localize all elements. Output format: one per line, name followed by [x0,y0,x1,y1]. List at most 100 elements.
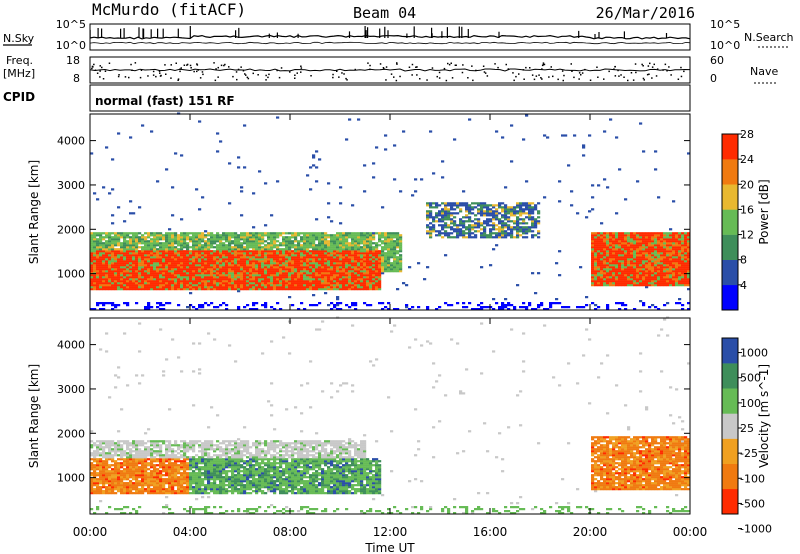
heatmap-cell [141,246,145,249]
heatmap-cell [315,236,319,239]
heatmap-cell [591,282,595,285]
heatmap-cell [231,270,235,273]
heatmap-cell [378,280,382,283]
heatmap-cell [99,500,103,503]
heatmap-cell [246,276,250,279]
heatmap-cell [663,232,667,235]
heatmap-cell [384,248,388,251]
heatmap-cell [672,234,676,237]
heatmap-cell [201,282,205,285]
heatmap-cell [687,246,691,249]
heatmap-cell [294,260,298,263]
heatmap-cell [669,260,673,263]
nave-dot [653,63,655,66]
heatmap-cell [660,242,664,245]
heatmap-cell [453,228,457,231]
heatmap-cell [579,266,583,269]
heatmap-cell [558,302,562,305]
heatmap-cell [315,150,319,153]
nave-dot [535,75,538,77]
heatmap-cell [561,306,565,309]
heatmap-cell [339,202,343,205]
heatmap-cell [513,236,517,239]
heatmap-cell [114,272,118,275]
heatmap-cell [249,232,253,235]
heatmap-cell [507,234,511,237]
heatmap-cell [99,232,103,235]
heatmap-cell [291,278,295,281]
heatmap-cell [351,254,355,257]
heatmap-cell [105,276,109,279]
heatmap-cell [534,208,538,211]
heatmap-cell [135,244,139,247]
heatmap-cell [228,258,232,261]
heatmap-cell [360,286,364,289]
heatmap-cell [651,304,655,307]
heatmap-cell [366,260,370,263]
heatmap-cell [159,264,163,267]
heatmap-cell [360,254,364,257]
heatmap-cell [108,280,112,283]
heatmap-cell [594,260,598,263]
heatmap-cell [681,254,685,257]
heatmap-cell [168,266,172,269]
heatmap-cell [462,204,466,207]
heatmap-cell [279,308,283,311]
heatmap-cell [522,218,526,221]
heatmap-cell [204,260,208,263]
heatmap-cell [624,256,628,259]
heatmap-cell [126,258,130,261]
nave-dot [438,77,441,79]
heatmap-cell [189,256,193,259]
heatmap-cell [123,302,127,305]
heatmap-cell [159,242,163,245]
heatmap-cell [240,236,244,239]
heatmap-cell [90,508,94,511]
heatmap-cell [306,244,310,247]
heatmap-cell [183,244,187,247]
heatmap-cell [489,264,493,267]
heatmap-cell [630,260,634,263]
heatmap-cell [615,268,619,271]
heatmap-cell [462,220,466,223]
heatmap-cell [657,270,661,273]
heatmap-cell [603,256,607,259]
heatmap-cell [105,258,109,261]
heatmap-cell [171,282,175,285]
heatmap-cell [273,242,277,245]
heatmap-cell [186,232,190,235]
heatmap-cell [282,274,286,277]
heatmap-cell [114,304,118,307]
heatmap-cell [156,244,160,247]
heatmap-cell [666,254,670,257]
heatmap-cell [180,262,184,265]
heatmap-cell [615,284,619,287]
heatmap-cell [468,204,472,207]
heatmap-cell [639,262,643,265]
heatmap-cell [372,260,376,263]
heatmap-cell [555,302,559,305]
heatmap-cell [192,252,196,255]
heatmap-cell [96,440,100,443]
heatmap-cell [393,232,397,235]
heatmap-cell [171,280,175,283]
heatmap-cell [348,270,352,273]
heatmap-cell [294,254,298,257]
nave-dot [215,68,217,70]
heatmap-cell [255,278,259,281]
heatmap-cell [348,236,352,239]
heatmap-cell [198,270,202,273]
heatmap-cell [381,258,385,261]
heatmap-cell [273,238,277,241]
heatmap-cell [633,282,637,285]
heatmap-cell [255,242,259,245]
heatmap-cell [123,256,127,259]
heatmap-cell [321,238,325,241]
heatmap-cell [165,244,169,247]
heatmap-cell [396,232,400,235]
heatmap-cell [657,236,661,239]
heatmap-cell [306,282,310,285]
colorbar-swatch [722,259,738,286]
heatmap-cell [510,226,514,229]
heatmap-cell [360,248,364,251]
